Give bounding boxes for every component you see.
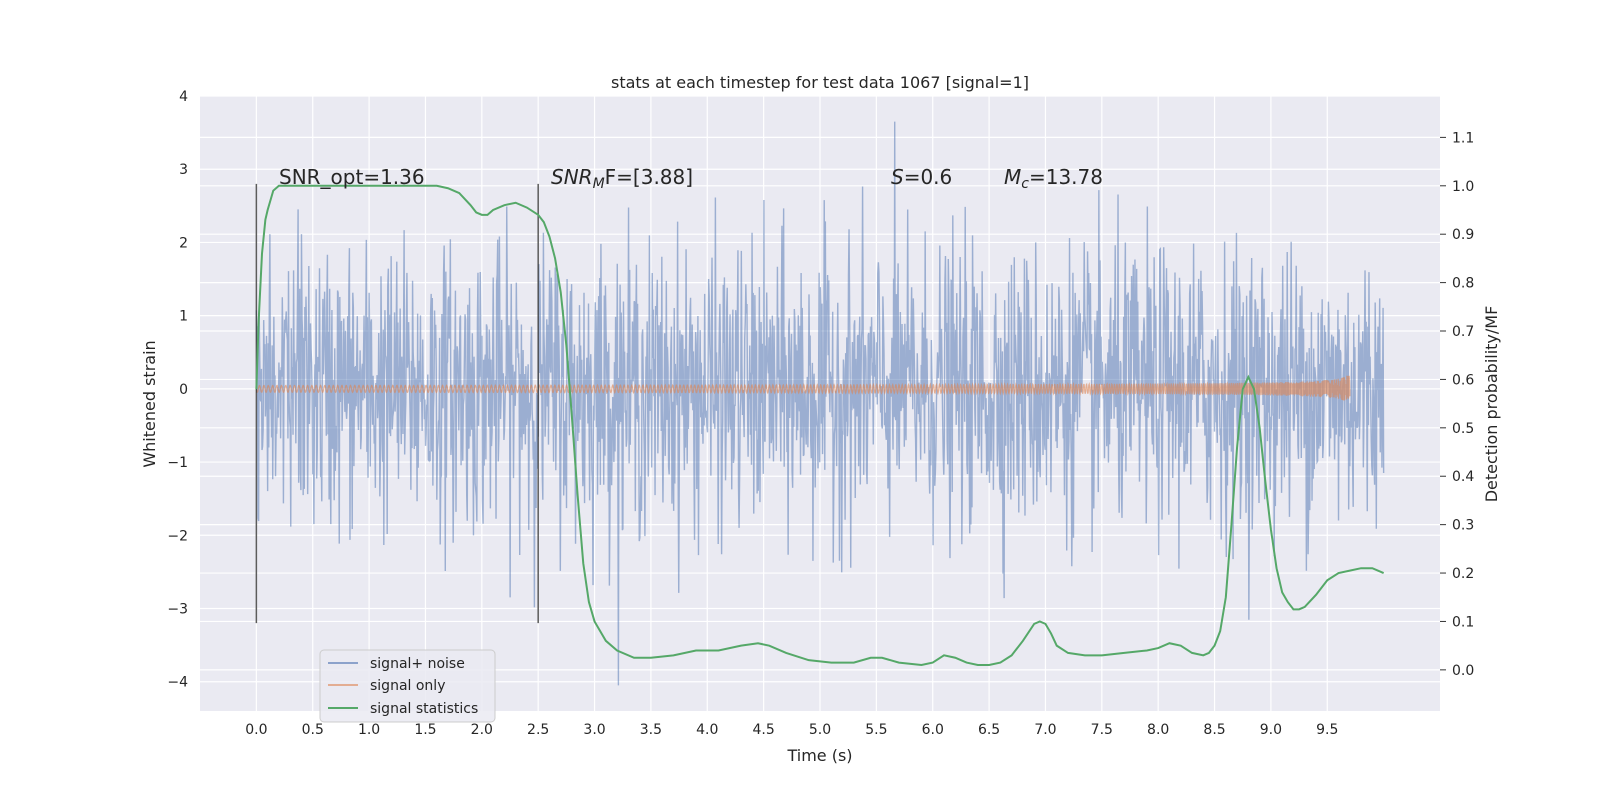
y-tick-label-0: 4 bbox=[179, 89, 188, 105]
y2-tick-label-2: 0.9 bbox=[1452, 227, 1474, 243]
x-tick-label-14: 7.0 bbox=[1034, 722, 1056, 738]
legend-label-signal-noise: signal+ noise bbox=[370, 656, 465, 672]
annotation-snr-mf-rest: F=[3.88] bbox=[605, 165, 693, 189]
y-tick-labels: 4 3 2 1 0 −1 −2 −3 −4 bbox=[167, 89, 188, 691]
y-tick-label-1: 3 bbox=[179, 162, 188, 178]
x-tick-label-4: 2.0 bbox=[471, 722, 493, 738]
x-tick-label-3: 1.5 bbox=[414, 722, 436, 738]
x-tick-label-8: 4.0 bbox=[696, 722, 718, 738]
annotation-snr-mf-sub: M bbox=[593, 176, 605, 192]
signal-only-series bbox=[255, 375, 1351, 401]
x-tick-label-18: 9.0 bbox=[1260, 722, 1282, 738]
legend-box bbox=[319, 649, 496, 723]
y2-tick-label-4: 0.7 bbox=[1452, 324, 1474, 340]
annotation-s: S=0.6 bbox=[891, 165, 952, 189]
legend: signal+ noise signal only signal statist… bbox=[319, 649, 496, 723]
signal-noise-line bbox=[255, 121, 1385, 686]
signal-statistics-series bbox=[255, 184, 1385, 667]
y2-tick-label-1: 1.0 bbox=[1452, 179, 1474, 195]
annotation-mc-rest: =13.78 bbox=[1029, 165, 1103, 189]
y-tick-label-8: −4 bbox=[167, 675, 188, 691]
y2-tick-label-9: 0.2 bbox=[1452, 566, 1474, 582]
legend-label-signal-only: signal only bbox=[370, 678, 445, 694]
y2-tick-label-3: 0.8 bbox=[1452, 276, 1474, 292]
x-tick-label-12: 6.0 bbox=[922, 722, 944, 738]
x-tick-label-2: 1.0 bbox=[358, 722, 380, 738]
annotation-snr-mf-main: SNR bbox=[551, 165, 593, 189]
y-tick-label-4: 0 bbox=[179, 382, 188, 398]
y-tick-label-2: 2 bbox=[179, 235, 188, 251]
annotation-s-rest: =0.6 bbox=[904, 165, 953, 189]
x-tick-label-9: 4.5 bbox=[753, 722, 775, 738]
x-tick-label-13: 6.5 bbox=[978, 722, 1000, 738]
signal-noise-series bbox=[255, 121, 1385, 686]
y2-tick-label-6: 0.5 bbox=[1452, 421, 1474, 437]
annotation-s-main: S bbox=[891, 165, 904, 189]
x-tick-label-15: 7.5 bbox=[1091, 722, 1113, 738]
signal-statistics-line bbox=[255, 184, 1385, 667]
chart-title: stats at each timestep for test data 106… bbox=[611, 73, 1029, 92]
annotation-snr-mf: SNRMF=[3.88] bbox=[551, 165, 693, 192]
y2-tick-label-10: 0.1 bbox=[1452, 614, 1474, 630]
x-tick-label-17: 8.5 bbox=[1203, 722, 1225, 738]
x-tick-label-5: 2.5 bbox=[527, 722, 549, 738]
x-tick-label-1: 0.5 bbox=[302, 722, 324, 738]
y2-tick-label-11: 0.0 bbox=[1452, 663, 1474, 679]
x-tick-label-16: 8.0 bbox=[1147, 722, 1169, 738]
x-tick-label-0: 0.0 bbox=[245, 722, 267, 738]
annotation-mc: Mc=13.78 bbox=[1004, 165, 1103, 192]
signal-only-line bbox=[255, 375, 1351, 401]
x-tick-label-11: 5.5 bbox=[865, 722, 887, 738]
y-tick-label-5: −1 bbox=[167, 455, 188, 471]
y2-tick-label-0: 1.1 bbox=[1452, 130, 1474, 146]
y-axis-label: Whitened strain bbox=[140, 340, 159, 467]
y2-tick-labels: 1.1 1.0 0.9 0.8 0.7 0.6 0.5 0.4 0.3 0.2 0.1 0.0 bbox=[1440, 130, 1474, 679]
annotation-mc-main: M bbox=[1004, 165, 1021, 189]
annotation-snr-opt: SNR_opt=1.36 bbox=[279, 165, 425, 189]
annotation-mc-sub: c bbox=[1021, 176, 1029, 192]
x-tick-label-6: 3.0 bbox=[583, 722, 605, 738]
y2-axis-label: Detection probability/MF bbox=[1482, 306, 1501, 503]
x-tick-label-7: 3.5 bbox=[640, 722, 662, 738]
y-tick-label-3: 1 bbox=[179, 309, 188, 325]
vertical-markers bbox=[255, 183, 539, 624]
x-axis-label: Time (s) bbox=[786, 746, 852, 765]
x-tick-label-10: 5.0 bbox=[809, 722, 831, 738]
y2-tick-label-5: 0.6 bbox=[1452, 372, 1474, 388]
y-tick-label-7: −3 bbox=[167, 602, 188, 618]
y2-tick-label-7: 0.4 bbox=[1452, 469, 1474, 485]
y-tick-label-6: −2 bbox=[167, 528, 188, 544]
x-tick-labels: 0.0 0.5 1.0 1.5 2.0 2.5 3.0 3.5 4.0 4.5 5.0 5.5 6.0 6… bbox=[245, 722, 1338, 738]
x-tick-label-19: 9.5 bbox=[1316, 722, 1338, 738]
legend-label-signal-statistics: signal statistics bbox=[370, 701, 478, 717]
y2-tick-label-8: 0.3 bbox=[1452, 518, 1474, 534]
